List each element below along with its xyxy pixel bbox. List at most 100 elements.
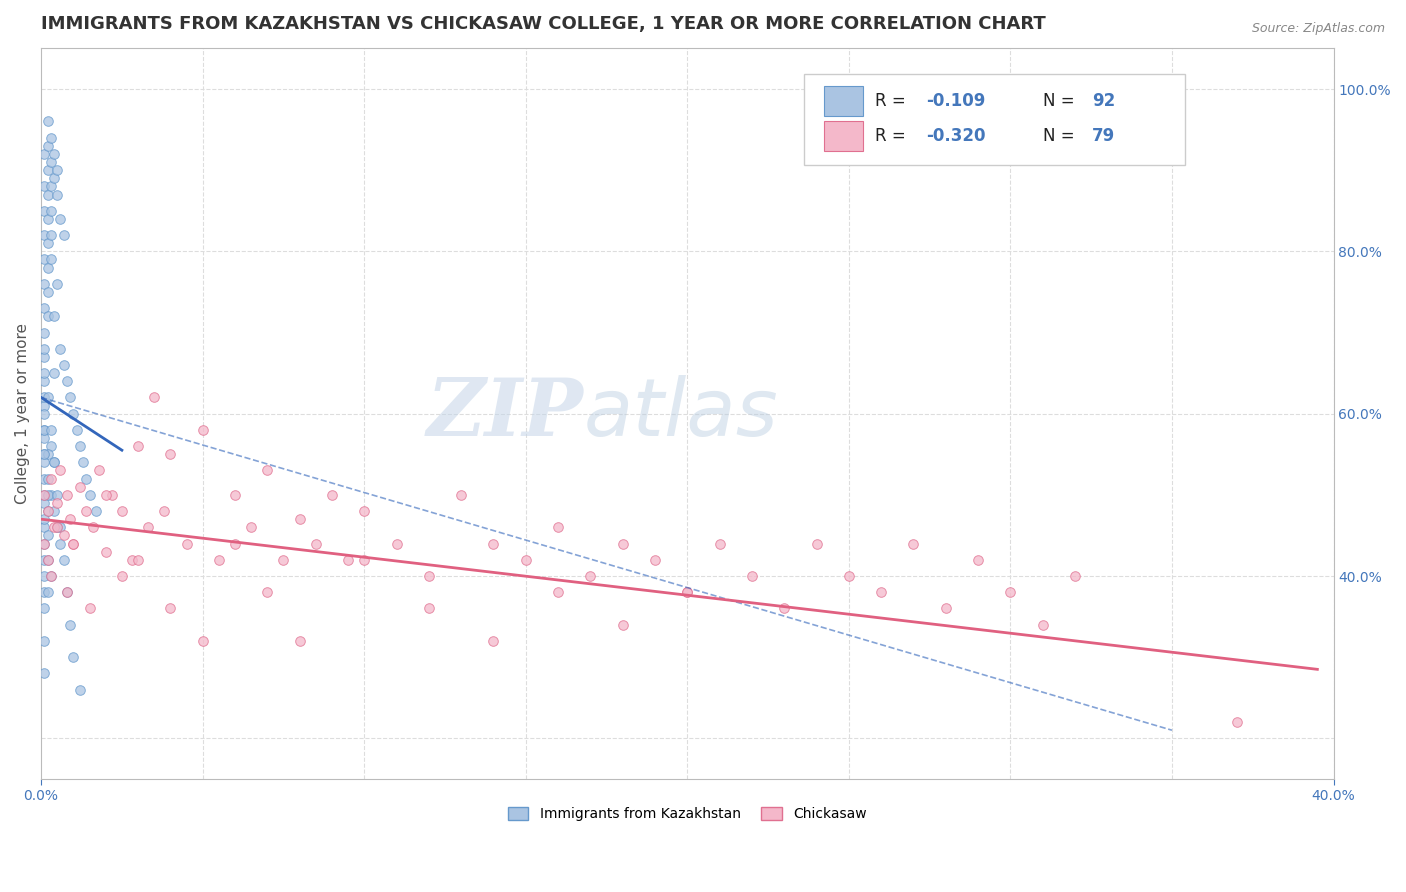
Point (34, 536, 56, 550)
Text: 79: 79 (1092, 127, 1115, 145)
Point (37, 585, 59, 599)
Point (838, 569, 860, 583)
Point (49, 463, 72, 477)
Point (34, 488, 56, 502)
Point (418, 569, 440, 583)
Point (159, 601, 181, 615)
Point (39, 472, 62, 486)
Point (34, 228, 56, 243)
Point (37, 472, 59, 486)
Point (288, 512, 311, 526)
Point (34, 252, 56, 267)
Point (34, 536, 56, 550)
Point (353, 553, 375, 567)
Text: N =: N = (1043, 127, 1080, 145)
Point (37, 391, 59, 405)
Point (903, 536, 925, 550)
Point (49, 211, 72, 226)
Point (75, 472, 97, 486)
Point (37, 310, 59, 324)
Point (515, 553, 537, 567)
Point (37, 488, 59, 502)
Point (34, 520, 56, 534)
Point (34, 374, 56, 388)
Point (676, 585, 699, 599)
Point (34, 301, 56, 315)
Point (34, 431, 56, 445)
Point (121, 553, 143, 567)
Point (52, 228, 75, 243)
Point (69, 480, 91, 494)
Point (37, 553, 59, 567)
Point (34, 203, 56, 218)
Point (34, 277, 56, 291)
Point (34, 342, 56, 356)
Point (34, 455, 56, 469)
Point (37, 260, 59, 275)
Point (159, 447, 181, 461)
Point (709, 536, 731, 550)
Point (52, 358, 75, 372)
Point (34, 399, 56, 413)
Point (72, 455, 94, 469)
Point (56, 488, 79, 502)
Point (305, 536, 328, 550)
Point (153, 504, 176, 518)
Point (37, 187, 59, 202)
Point (59, 512, 82, 526)
Point (191, 634, 214, 648)
Point (39, 252, 62, 267)
Point (42, 504, 65, 518)
Point (256, 463, 278, 477)
Point (321, 488, 343, 502)
Text: IMMIGRANTS FROM KAZAKHSTAN VS CHICKASAW COLLEGE, 1 YEAR OR MORE CORRELATION CHAR: IMMIGRANTS FROM KAZAKHSTAN VS CHICKASAW … (41, 15, 1046, 33)
Point (49, 520, 72, 534)
Point (49, 536, 72, 550)
Point (37, 447, 59, 461)
Point (612, 536, 634, 550)
Point (34, 179, 56, 194)
Point (46, 488, 69, 502)
FancyBboxPatch shape (824, 86, 863, 116)
Point (42, 455, 65, 469)
Point (806, 536, 828, 550)
Point (111, 504, 134, 518)
Point (37, 504, 59, 518)
Point (39, 569, 62, 583)
Point (34, 326, 56, 340)
Point (39, 130, 62, 145)
Point (39, 228, 62, 243)
Point (34, 512, 56, 526)
Point (34, 447, 56, 461)
Point (37, 211, 59, 226)
Point (37, 236, 59, 251)
Point (288, 634, 311, 648)
Point (62, 536, 84, 550)
Point (34, 407, 56, 421)
Point (418, 601, 440, 615)
Point (34, 423, 56, 437)
Point (935, 601, 957, 615)
Point (741, 569, 763, 583)
Legend: Immigrants from Kazakhstan, Chickasaw: Immigrants from Kazakhstan, Chickasaw (502, 802, 873, 827)
Point (46, 496, 69, 510)
Point (547, 585, 569, 599)
FancyBboxPatch shape (804, 74, 1185, 165)
Point (46, 163, 69, 178)
Point (547, 520, 569, 534)
Point (101, 488, 124, 502)
Point (191, 423, 214, 437)
Point (39, 179, 62, 194)
Point (337, 553, 360, 567)
Point (59, 391, 82, 405)
Point (42, 455, 65, 469)
Point (42, 171, 65, 186)
Point (37, 138, 59, 153)
Point (49, 342, 72, 356)
Point (127, 439, 149, 453)
Point (256, 585, 278, 599)
Point (56, 585, 79, 599)
Point (224, 536, 246, 550)
Point (34, 634, 56, 648)
Point (136, 520, 159, 534)
